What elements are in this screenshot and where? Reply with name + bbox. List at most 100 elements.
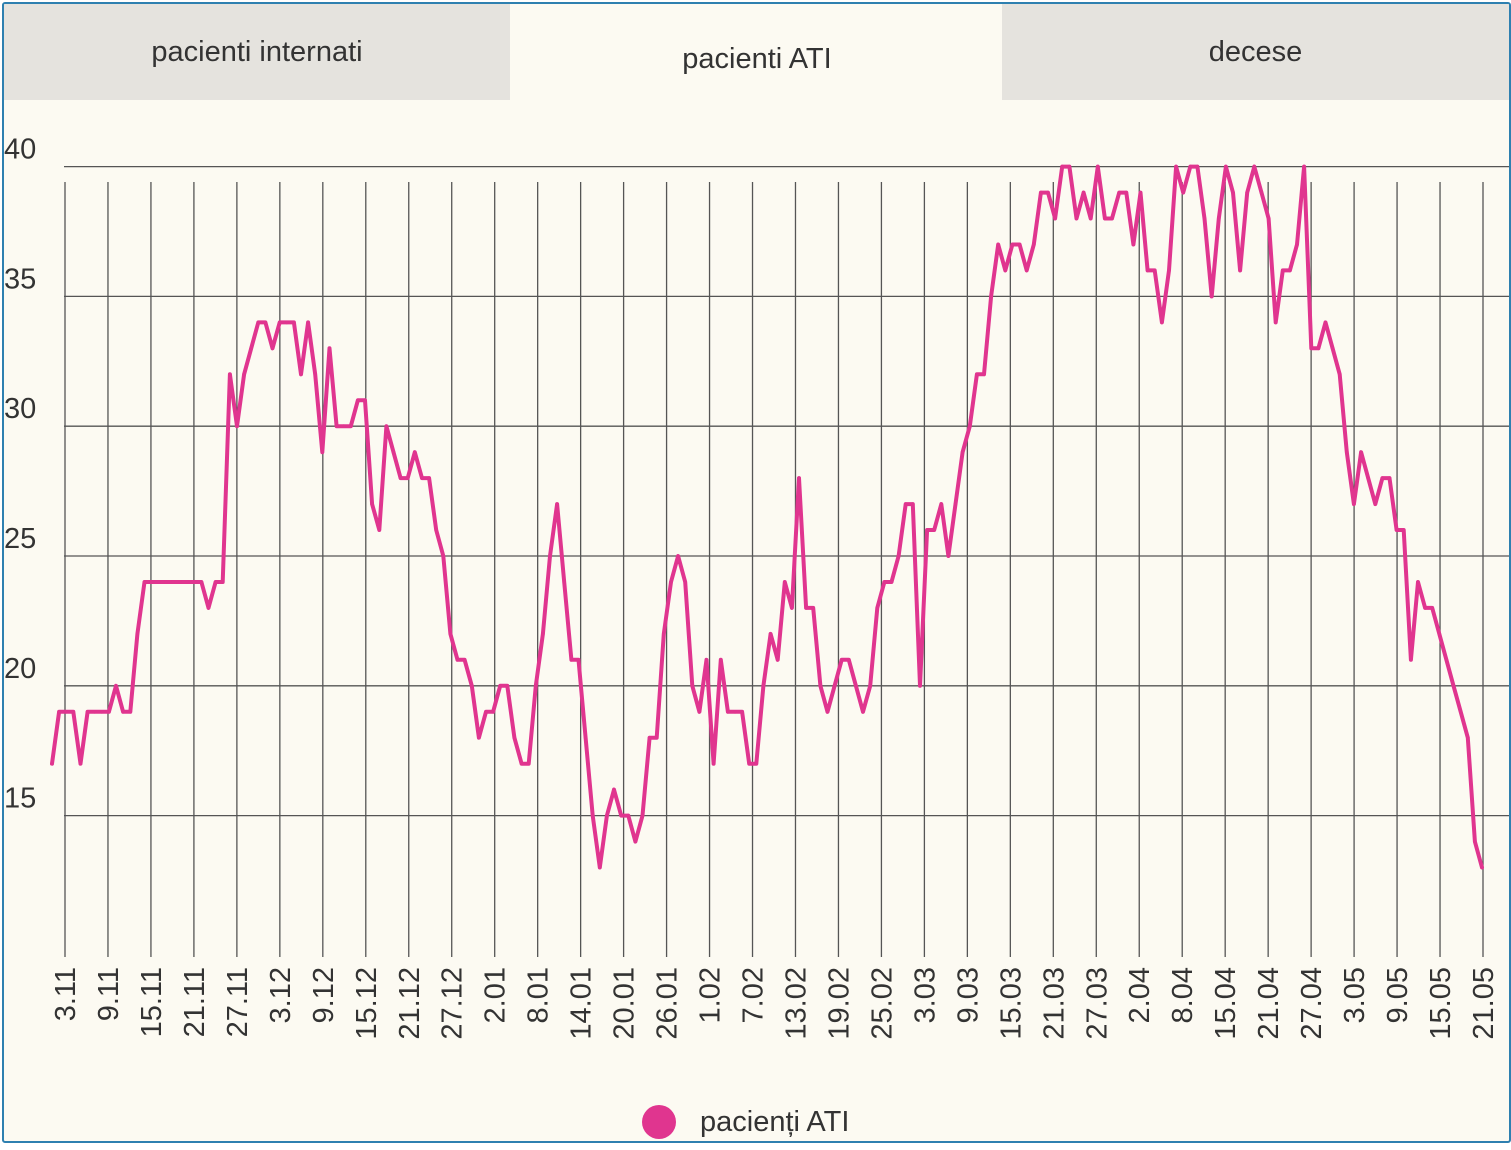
x-tick-label: 21.03 bbox=[1038, 967, 1070, 1040]
data-point bbox=[455, 658, 460, 662]
data-point bbox=[142, 580, 147, 584]
data-point bbox=[413, 450, 417, 455]
data-point bbox=[1416, 580, 1420, 584]
data-point bbox=[526, 761, 531, 766]
data-point bbox=[804, 606, 808, 610]
x-tick-label: 8.04 bbox=[1167, 967, 1199, 1023]
data-point bbox=[1373, 502, 1378, 506]
y-tick-label: 40 bbox=[4, 134, 36, 166]
data-point bbox=[356, 398, 360, 403]
data-point bbox=[911, 502, 915, 506]
data-point bbox=[213, 580, 218, 584]
data-point bbox=[1067, 164, 1072, 169]
data-point bbox=[192, 580, 197, 584]
data-point bbox=[1352, 502, 1356, 506]
tab-pacienti-ati[interactable]: pacienti ATI bbox=[512, 19, 1002, 100]
tab-bar: pacienti internati decese pacienti ATI bbox=[4, 4, 1509, 100]
data-point bbox=[1096, 164, 1100, 169]
data-point bbox=[1124, 190, 1129, 195]
data-point bbox=[71, 710, 76, 714]
x-tick-label: 15.11 bbox=[136, 967, 168, 1037]
data-point bbox=[1160, 320, 1164, 325]
x-tick-label: 15.03 bbox=[995, 967, 1027, 1040]
data-point bbox=[256, 320, 261, 325]
x-tick-label: 21.04 bbox=[1253, 967, 1285, 1040]
data-point bbox=[583, 735, 588, 740]
data-point bbox=[882, 580, 887, 584]
data-point bbox=[1281, 268, 1285, 273]
data-point bbox=[1046, 190, 1050, 195]
data-point bbox=[363, 398, 367, 403]
data-point bbox=[277, 320, 282, 325]
data-point bbox=[783, 580, 787, 584]
tab-decese[interactable]: decese bbox=[1002, 4, 1509, 100]
x-tick-label: 1.02 bbox=[695, 967, 727, 1023]
data-point bbox=[249, 346, 253, 351]
data-point bbox=[662, 632, 666, 636]
data-point bbox=[761, 684, 766, 688]
data-point bbox=[149, 580, 154, 584]
x-tick-label: 21.11 bbox=[179, 967, 211, 1037]
data-point bbox=[939, 502, 944, 506]
y-tick-label: 30 bbox=[4, 393, 36, 425]
data-point bbox=[1259, 190, 1264, 195]
data-point bbox=[1188, 164, 1193, 169]
x-tick-label: 27.04 bbox=[1296, 967, 1328, 1040]
line-chart: 15 20 25 30 35 40 3.11 9.11 15.11 21.11 27.11 3.12 9… bbox=[4, 134, 1509, 1040]
data-point bbox=[633, 839, 638, 844]
data-point bbox=[1074, 216, 1079, 221]
data-point bbox=[235, 424, 239, 429]
x-tick-label: 27.11 bbox=[222, 967, 254, 1037]
data-point bbox=[754, 761, 759, 766]
data-point bbox=[1217, 216, 1221, 221]
legend-label: pacienți ATI bbox=[700, 1105, 850, 1138]
data-point bbox=[1473, 839, 1477, 844]
data-point bbox=[199, 580, 204, 584]
data-point bbox=[968, 424, 972, 429]
x-tick-label: 14.01 bbox=[566, 967, 598, 1040]
data-point bbox=[1394, 528, 1399, 532]
data-point bbox=[875, 606, 880, 610]
legend[interactable]: pacienți ATI bbox=[642, 1102, 850, 1141]
data-point bbox=[377, 528, 382, 532]
x-tick-label: 15.04 bbox=[1210, 967, 1242, 1040]
data-point bbox=[1017, 242, 1022, 247]
data-point bbox=[1359, 450, 1363, 455]
x-tick-label: 13.02 bbox=[780, 967, 812, 1040]
data-point bbox=[114, 684, 118, 688]
x-tick-label: 27.03 bbox=[1081, 967, 1113, 1040]
data-point bbox=[719, 658, 723, 662]
x-tick-label: 3.03 bbox=[909, 967, 941, 1023]
data-point bbox=[534, 684, 538, 688]
data-point bbox=[1401, 528, 1406, 532]
x-tick-label: 2.01 bbox=[480, 967, 512, 1023]
data-point bbox=[1088, 216, 1093, 221]
data-point bbox=[669, 580, 673, 584]
data-point bbox=[1480, 865, 1484, 870]
y-tick-label: 25 bbox=[4, 523, 36, 555]
data-point bbox=[121, 710, 125, 714]
x-tick-label: 21.05 bbox=[1468, 967, 1500, 1040]
data-point bbox=[341, 424, 346, 429]
x-tick-label: 15.12 bbox=[351, 967, 383, 1040]
data-point bbox=[405, 476, 410, 480]
x-tick-label: 9.03 bbox=[952, 967, 984, 1023]
data-point bbox=[1224, 164, 1228, 169]
tab-pacienti-internati[interactable]: pacienti internati bbox=[4, 4, 510, 100]
data-point bbox=[85, 710, 90, 714]
data-point bbox=[1110, 216, 1114, 221]
data-point bbox=[953, 502, 958, 506]
data-point bbox=[178, 580, 182, 584]
data-point bbox=[847, 658, 851, 662]
x-tick-label: 7.02 bbox=[738, 967, 770, 1023]
data-point bbox=[1032, 242, 1036, 247]
data-point bbox=[391, 450, 396, 455]
data-point bbox=[832, 684, 837, 688]
x-tick-label: 2.04 bbox=[1124, 967, 1156, 1023]
data-point bbox=[512, 735, 517, 740]
data-point bbox=[825, 710, 830, 714]
series-line bbox=[50, 164, 1484, 870]
data-point bbox=[1003, 268, 1008, 273]
data-point bbox=[1387, 476, 1392, 480]
data-point bbox=[1209, 294, 1214, 299]
